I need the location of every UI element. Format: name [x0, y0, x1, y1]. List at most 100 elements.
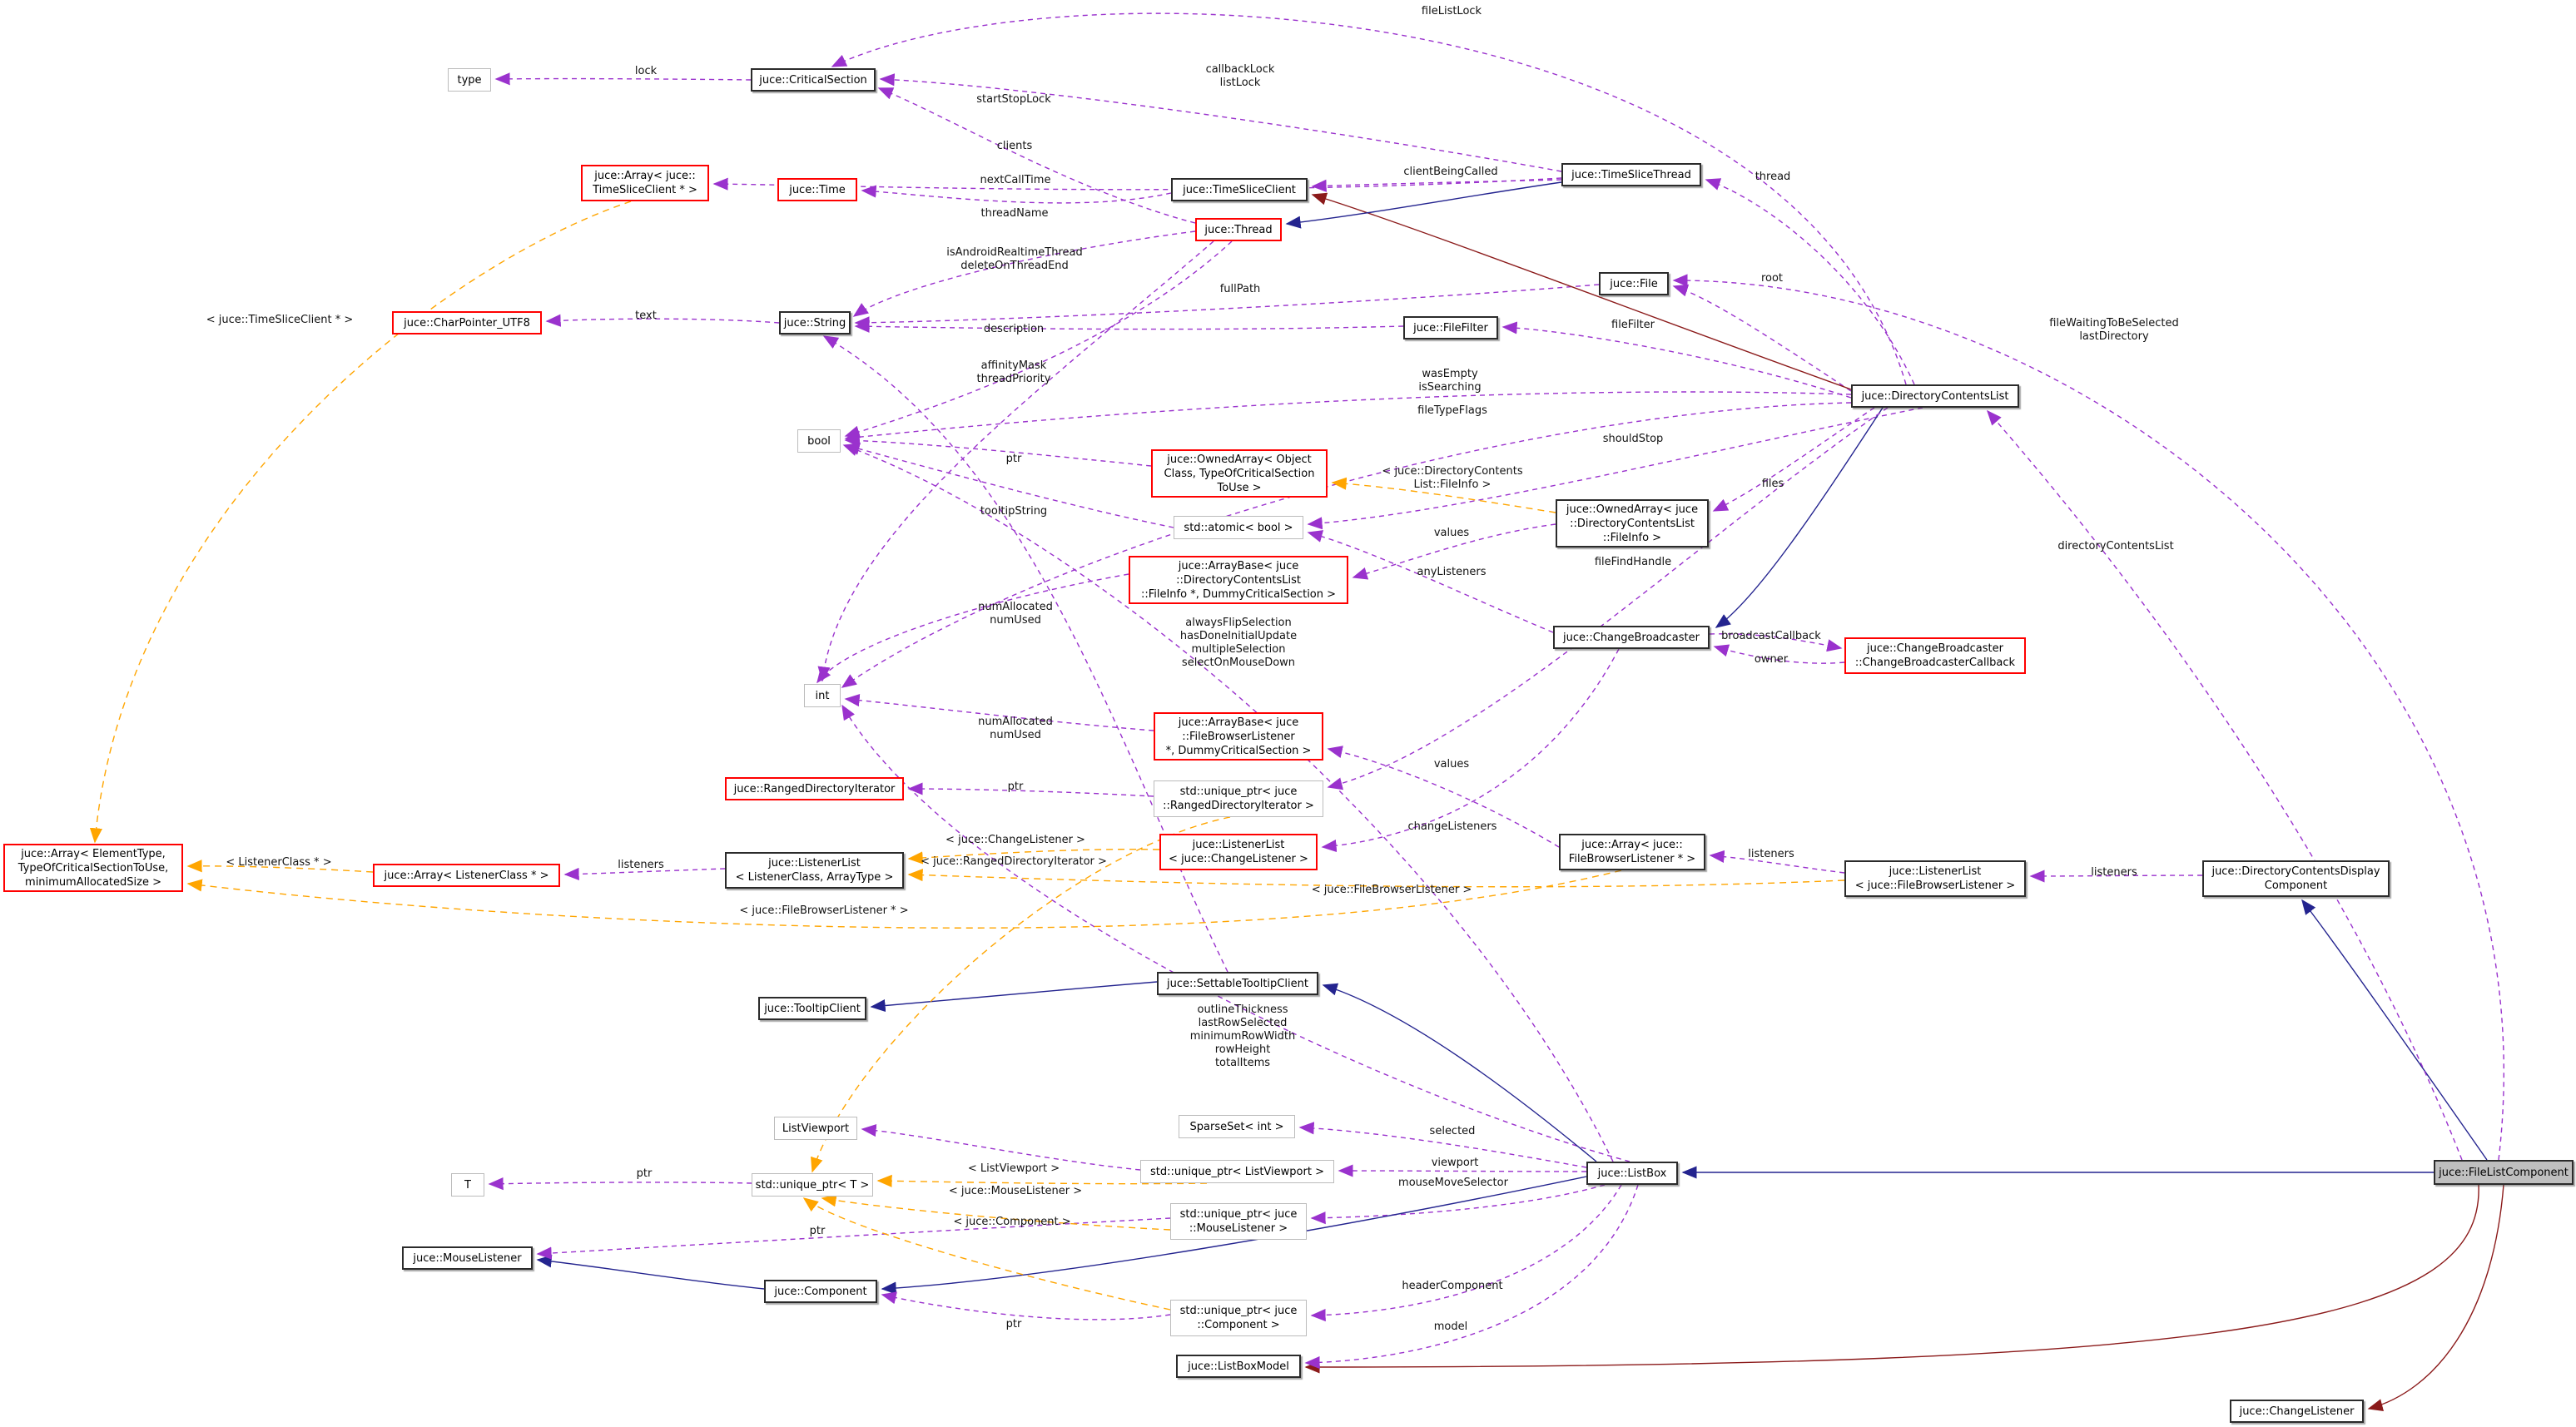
node-label-line: juce::FileListComponent [2439, 1166, 2569, 1179]
edge-p-20 [545, 314, 780, 327]
node-label-line: juce::ArrayBase< juce [1178, 716, 1299, 729]
node-string[interactable]: juce::String [779, 311, 851, 334]
node-atomic-bool[interactable]: std::atomic< bool > [1174, 516, 1303, 539]
edge-p-51 [488, 1177, 752, 1191]
edge-p-0 [494, 72, 752, 86]
node-label-line: ::DirectoryContentsList [1570, 517, 1695, 530]
node-owned-array-generic[interactable]: juce::OwnedArray< Object Class, TypeOfCri… [1151, 449, 1328, 498]
node-bool[interactable]: bool [797, 429, 841, 453]
node-label-line: juce::File [1610, 277, 1658, 290]
node-time-slice-thread[interactable]: juce::TimeSliceThread [1561, 163, 1701, 186]
node-list-viewport[interactable]: ListViewport [774, 1117, 857, 1140]
node-unique-ptr-component[interactable]: std::unique_ptr< juce::Component > [1170, 1300, 1307, 1336]
node-tooltip-client[interactable]: juce::TooltipClient [758, 997, 866, 1020]
edge-p-30 [563, 867, 726, 881]
node-change-listener[interactable]: juce::ChangeListener [2230, 1400, 2364, 1423]
node-label-line: ListViewport [782, 1122, 850, 1135]
node-time[interactable]: juce::Time [777, 178, 857, 201]
edge-p-41 [1310, 1184, 1622, 1322]
node-label-line: FileBrowserListener * > [1568, 853, 1696, 865]
edge-o-54 [89, 201, 632, 844]
node-unique-ptr-mouse-listener[interactable]: std::unique_ptr< juce::MouseListener > [1170, 1203, 1307, 1240]
node-char-pointer-utf8[interactable]: juce::CharPointer_UTF8 [392, 311, 542, 334]
node-label-line: < juce::ChangeListener > [1169, 853, 1308, 865]
edge-p-9 [854, 284, 1600, 329]
node-label-line: < ListenerClass, ArrayType > [735, 871, 894, 884]
edge-p-67 [844, 434, 1152, 467]
edge-m-36 [2367, 1184, 2504, 1412]
node-label-line: juce::ChangeBroadcaster [1562, 631, 1700, 644]
node-thread[interactable]: juce::Thread [1195, 218, 1282, 241]
edge-n-29 [1285, 181, 1562, 229]
node-ranged-directory-iterator[interactable]: juce::RangedDirectoryIterator [725, 777, 904, 800]
edge-o-63 [802, 1197, 1171, 1311]
node-label-line: ::FileBrowserListener [1182, 730, 1295, 743]
node-change-broadcaster[interactable]: juce::ChangeBroadcaster [1553, 626, 1710, 649]
node-list-box-model[interactable]: juce::ListBoxModel [1176, 1355, 1301, 1378]
node-label-line: *, DummyCriticalSection > [1165, 744, 1312, 757]
node-listener-list-fbl[interactable]: juce::ListenerList < juce::FileBrowserLis… [1844, 860, 2026, 897]
node-label-line: juce::CriticalSection [759, 73, 867, 87]
node-sparse-set-int[interactable]: SparseSet< int > [1179, 1115, 1295, 1138]
edge-o-58 [907, 848, 1160, 865]
node-array-listener-class[interactable]: juce::Array< ListenerClass * > [373, 864, 560, 887]
node-component[interactable]: juce::Component [764, 1280, 877, 1303]
node-label-line: std::unique_ptr< juce [1179, 1305, 1298, 1317]
node-label-line: ::FileInfo *, DummyCriticalSection > [1140, 587, 1337, 601]
node-label-line: SparseSet< int > [1189, 1120, 1284, 1133]
node-change-broadcaster-callback[interactable]: juce::ChangeBroadcaster::ChangeBroadcast… [1844, 637, 2026, 674]
node-label-line: ::DirectoryContentsList [1176, 573, 1301, 587]
edge-p-42 [1304, 1184, 1639, 1370]
edge-p-26 [1713, 644, 1845, 664]
edge-p-50 [881, 1291, 1171, 1320]
node-array-fbl[interactable]: juce::Array< juce:: FileBrowserListener *… [1559, 834, 1705, 870]
node-label-line: juce::Array< ListenerClass * > [384, 869, 549, 882]
edge-o-56 [186, 870, 1622, 929]
node-critical-section[interactable]: juce::CriticalSection [751, 68, 876, 92]
edge-o-61 [876, 1174, 1208, 1187]
node-array-base-fbl[interactable]: juce::ArrayBase< juce::FileBrowserListen… [1154, 712, 1323, 761]
node-settable-tooltip-client[interactable]: juce::SettableTooltipClient [1157, 972, 1318, 995]
node-file-list-component[interactable]: juce::FileListComponent [2434, 1160, 2574, 1185]
node-directory-contents-display-component[interactable]: juce::DirectoryContentsDisplay Component [2202, 860, 2390, 897]
node-int[interactable]: int [804, 684, 841, 707]
node-array-time-slice-client[interactable]: juce::Array< juce:: TimeSliceClient * > [581, 165, 709, 201]
node-label-line: bool [807, 434, 831, 448]
node-file-filter[interactable]: juce::FileFilter [1403, 316, 1498, 339]
node-mouse-listener[interactable]: juce::MouseListener [402, 1246, 533, 1270]
node-label-line: ::RangedDirectoryIterator > [1163, 800, 1314, 812]
node-label-line: juce::TimeSliceClient [1183, 183, 1296, 196]
node-listener-list-change-listener[interactable]: juce::ListenerList< juce::ChangeListener… [1159, 834, 1318, 870]
edge-p-13 [1672, 284, 1852, 392]
edge-p-22 [1327, 746, 1560, 848]
node-label-line: juce::ListBox [1597, 1167, 1667, 1180]
node-unique-ptr-t[interactable]: std::unique_ptr< T > [752, 1173, 873, 1197]
node-unique-ptr-rdi[interactable]: std::unique_ptr< juce::RangedDirectoryIt… [1154, 780, 1323, 817]
node-label-line: juce::FileFilter [1413, 321, 1488, 334]
node-label-line: juce::MouseListener [413, 1251, 522, 1265]
edge-o-55 [186, 860, 374, 873]
edge-o-57 [1331, 477, 1556, 513]
node-label-line: juce::ListenerList [768, 857, 861, 870]
node-time-slice-client[interactable]: juce::TimeSliceClient [1171, 178, 1308, 201]
node-file[interactable]: juce::File [1599, 272, 1669, 295]
edge-p-31 [1709, 850, 1845, 874]
node-owned-array-fileinfo[interactable]: juce::OwnedArray< juce::DirectoryContent… [1556, 499, 1709, 548]
node-type[interactable]: type [448, 68, 491, 92]
node-t[interactable]: T [451, 1173, 484, 1197]
edge-p-3 [831, 12, 1907, 385]
node-label-line: juce::ListenerList [1192, 839, 1285, 851]
edge-n-45 [1322, 983, 1597, 1162]
node-label-line: juce::String [783, 316, 846, 329]
node-array-base-fileinfo[interactable]: juce::ArrayBase< juce::DirectoryContents… [1129, 556, 1348, 604]
node-directory-contents-list[interactable]: juce::DirectoryContentsList [1851, 384, 2019, 408]
edge-p-65 [816, 573, 1129, 684]
node-array-element-type[interactable]: juce::Array< ElementType, TypeOfCriticalS… [3, 844, 183, 892]
edge-p-8 [817, 240, 1214, 682]
node-listener-list-generic[interactable]: juce::ListenerList < ListenerClass, Array… [725, 852, 904, 889]
node-label-line: juce::ListBoxModel [1188, 1360, 1289, 1373]
edge-p-10 [854, 320, 1404, 333]
node-label-line: int [815, 689, 830, 702]
node-list-box[interactable]: juce::ListBox [1586, 1162, 1678, 1185]
node-unique-ptr-list-viewport[interactable]: std::unique_ptr< ListViewport > [1140, 1160, 1334, 1183]
